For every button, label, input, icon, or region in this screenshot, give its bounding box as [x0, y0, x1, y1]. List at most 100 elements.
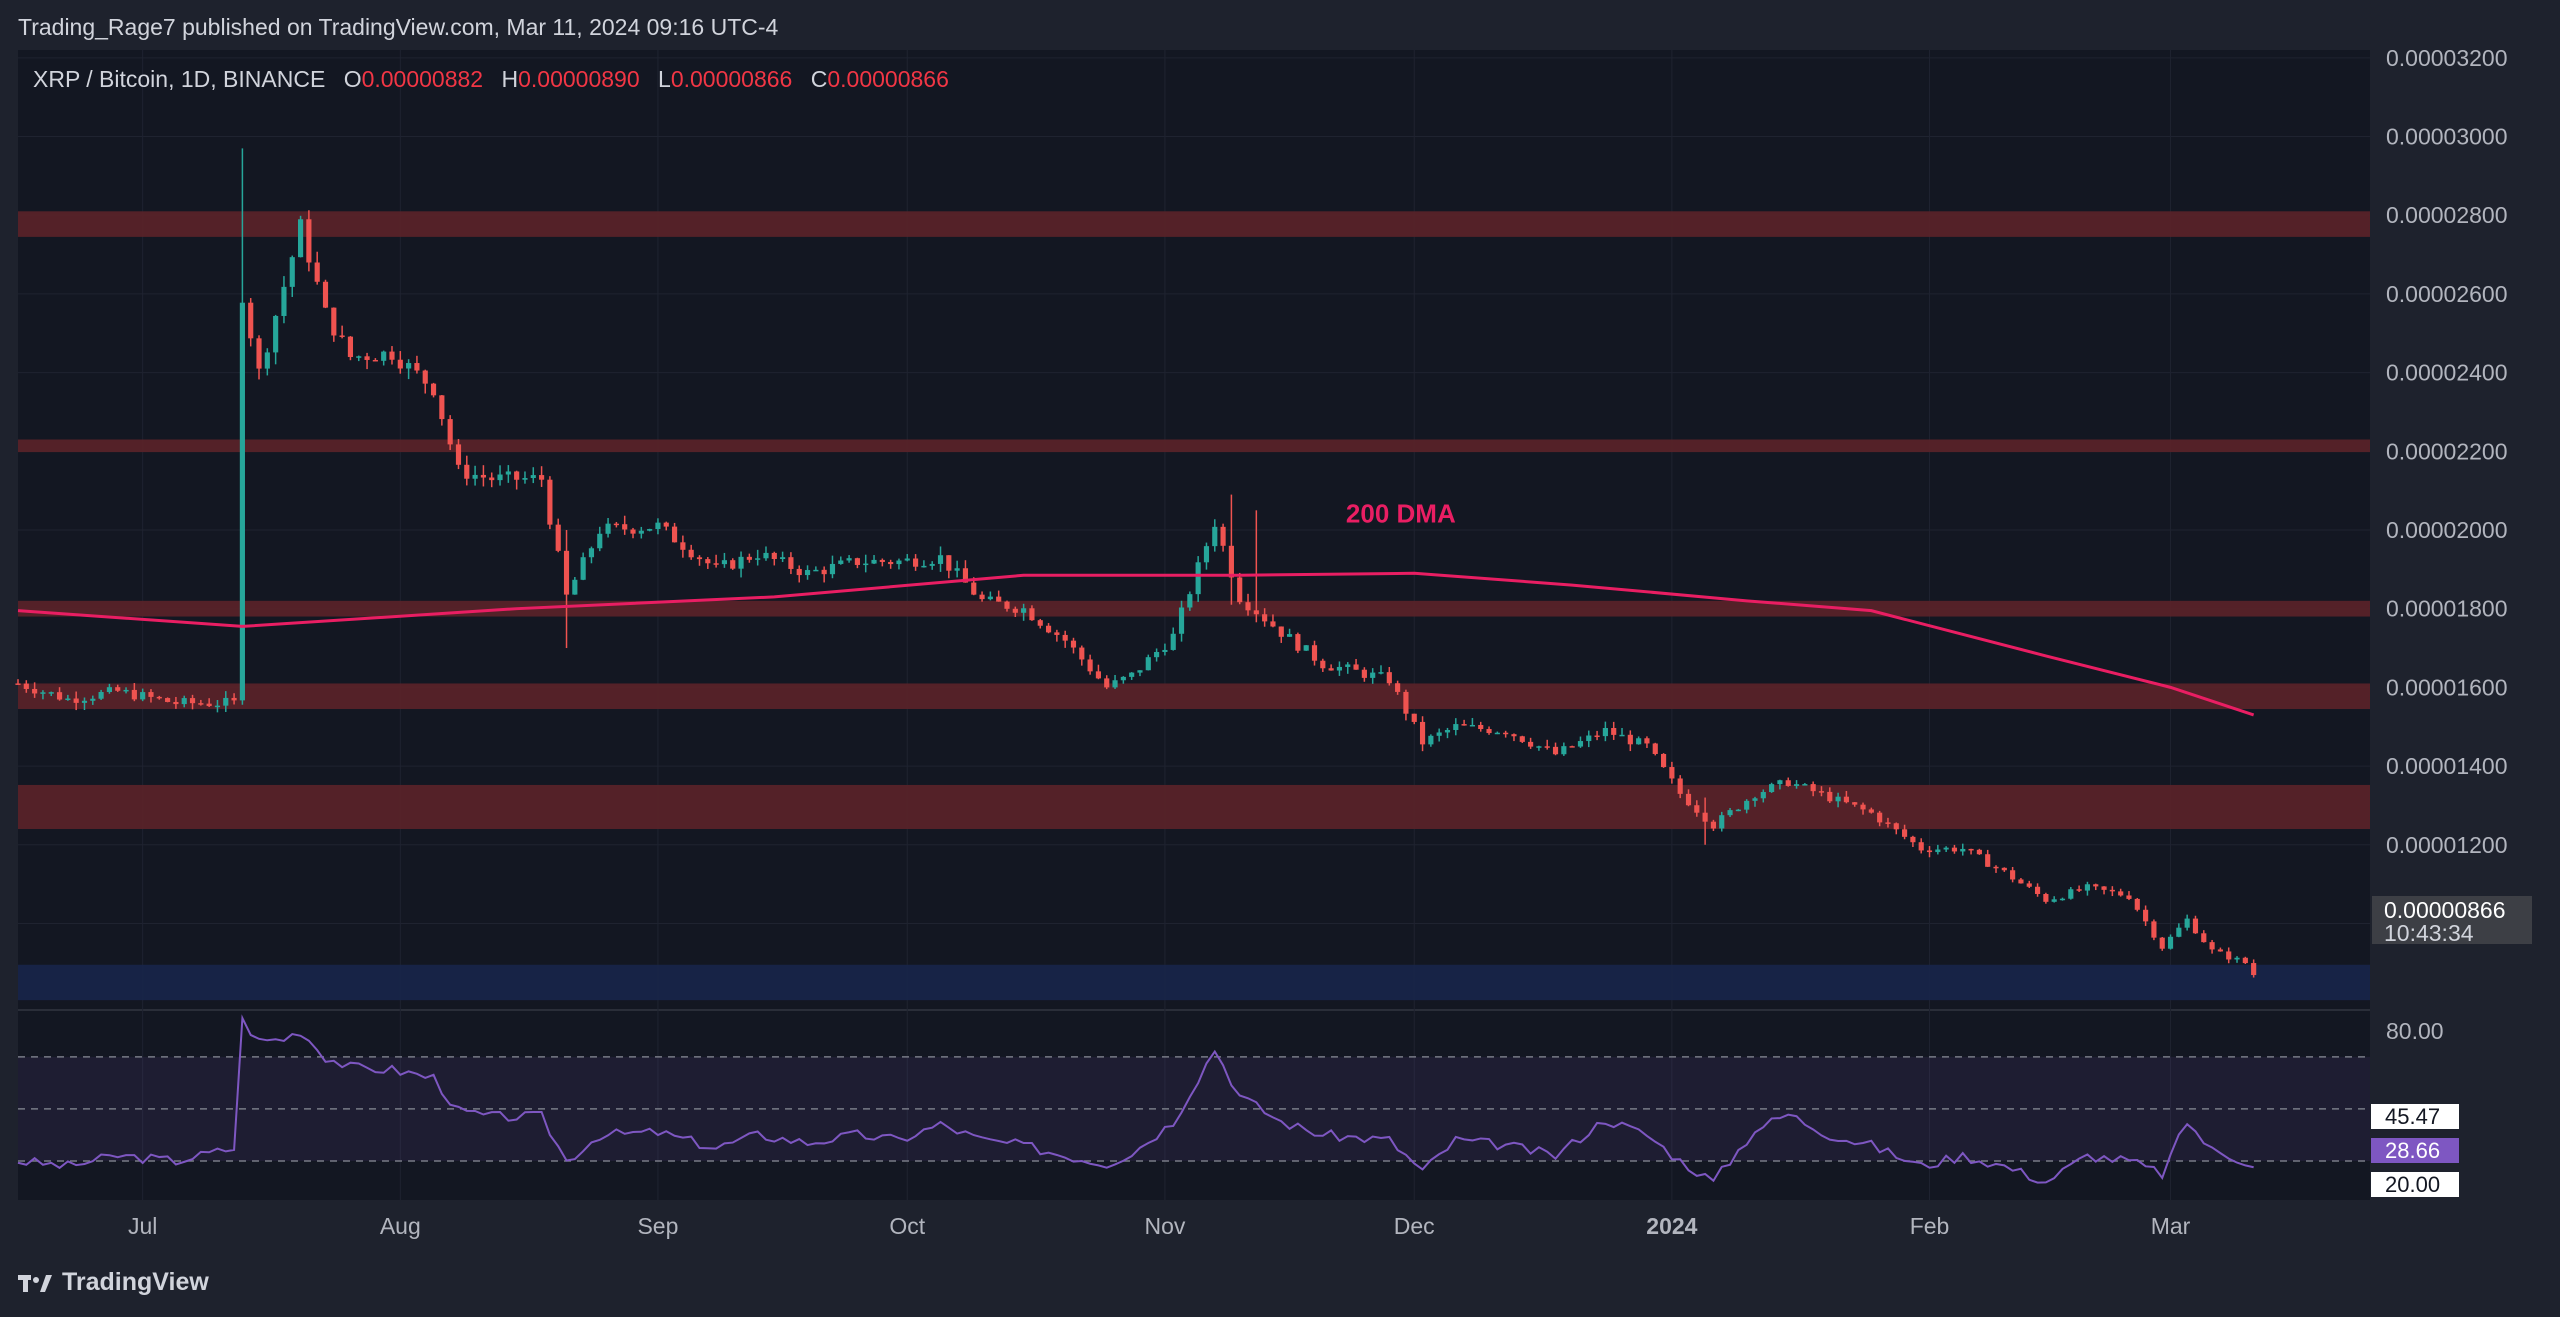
- candle-body: [1827, 791, 1833, 802]
- candle-body: [1187, 594, 1193, 608]
- rsi-pane[interactable]: [18, 1010, 2370, 1200]
- candle-body: [962, 568, 969, 583]
- candle-body: [1021, 608, 1027, 613]
- candle-body: [647, 529, 653, 531]
- candle-body: [1760, 792, 1766, 799]
- candle-body: [430, 383, 437, 396]
- candle-body: [23, 683, 29, 689]
- candle-body: [721, 560, 728, 565]
- candle-body: [1926, 850, 1933, 853]
- rsi-axis-label: 80.00: [2386, 1018, 2444, 1044]
- time-axis-label: Sep: [637, 1213, 678, 1239]
- candle-body: [397, 359, 403, 369]
- candle-body: [231, 697, 237, 701]
- candle-body: [605, 523, 611, 534]
- time-axis-label: Jul: [128, 1213, 157, 1239]
- candle-body: [1985, 854, 1991, 867]
- price-axis-label: 0.00002800: [2386, 202, 2508, 228]
- candle-body: [1677, 778, 1683, 794]
- candle-body: [156, 696, 162, 699]
- time-axis-label: Aug: [380, 1213, 421, 1239]
- candle-body: [239, 302, 245, 701]
- candle-body: [356, 356, 362, 358]
- candle-body: [1444, 730, 1451, 733]
- candle-body: [1419, 721, 1426, 745]
- candle-body: [1295, 634, 1301, 651]
- candle-body: [1012, 608, 1018, 613]
- price-axis-label: 0.00001400: [2386, 753, 2508, 779]
- candle-body: [223, 697, 229, 706]
- time-axis-label: Feb: [1910, 1213, 1950, 1239]
- candle-body: [65, 698, 71, 701]
- candle-body: [846, 558, 852, 561]
- candle-body: [256, 338, 262, 369]
- rsi-tag-second: 28.66: [2371, 1138, 2459, 1163]
- high-label: H: [501, 66, 519, 92]
- close-value: 0.00000866: [827, 66, 949, 92]
- candle-body: [422, 370, 428, 384]
- candle-body: [331, 307, 337, 336]
- candle-body: [1627, 734, 1633, 745]
- candle-body: [2184, 918, 2190, 928]
- candle-body: [1752, 798, 1758, 801]
- resistance-zone: [18, 600, 2370, 617]
- candle-body: [489, 477, 495, 481]
- high-value: 0.00000890: [518, 66, 640, 92]
- candle-body: [2026, 883, 2032, 887]
- candle-body: [1943, 847, 1949, 850]
- candle-body: [472, 474, 478, 479]
- candle-body: [497, 474, 503, 481]
- candle-body: [1378, 672, 1384, 674]
- price-axis-label: 0.00002600: [2386, 281, 2508, 307]
- candle-body: [2059, 898, 2066, 901]
- time-axis-label: Nov: [1144, 1213, 1185, 1239]
- candle-body: [1660, 753, 1667, 768]
- candle-body: [1503, 732, 1509, 735]
- candle-body: [1353, 664, 1359, 670]
- candle-body: [622, 524, 628, 530]
- candle-body: [1154, 652, 1160, 658]
- candle-body: [638, 530, 644, 534]
- candle-body: [2209, 942, 2215, 950]
- resistance-zone: [18, 683, 2370, 710]
- tradingview-logo[interactable]: TradingView: [18, 1268, 209, 1297]
- candle-body: [73, 698, 79, 703]
- candle-body: [547, 479, 553, 525]
- candle-body: [2118, 891, 2124, 896]
- candle-body: [1744, 800, 1750, 810]
- rsi-tag-third: 20.00: [2371, 1172, 2459, 1197]
- chart-area[interactable]: 0.00003200 0.00003000 0.00002800 0.00002600…: [0, 50, 2560, 1250]
- candle-body: [1220, 526, 1226, 546]
- candle-body: [1336, 666, 1343, 671]
- candle-body: [480, 474, 486, 478]
- candle-body: [871, 559, 877, 564]
- candle-body: [2134, 898, 2140, 910]
- candle-body: [1112, 680, 1118, 688]
- candle-body: [1619, 734, 1625, 737]
- candle-body: [15, 683, 21, 685]
- candle-body: [1902, 829, 1908, 837]
- candle-body: [563, 550, 570, 595]
- price-axis-label: 0.00001800: [2386, 596, 2508, 622]
- candle-body: [1993, 866, 1999, 869]
- candle-body: [1910, 836, 1916, 843]
- chart-svg[interactable]: 0.00003200 0.00003000 0.00002800 0.00002600…: [0, 50, 2560, 1250]
- candle-body: [1253, 610, 1259, 615]
- candle-body: [1079, 647, 1085, 660]
- time-axis-label: Dec: [1394, 1213, 1435, 1239]
- candle-body: [1494, 732, 1500, 735]
- candle-body: [597, 533, 603, 549]
- candle-body: [1577, 741, 1584, 747]
- candle-body: [804, 570, 811, 576]
- open-label: O: [343, 66, 362, 92]
- candle-body: [788, 557, 794, 569]
- candle-body: [1885, 822, 1891, 824]
- candle-body: [1386, 672, 1392, 684]
- candle-body: [1245, 602, 1251, 611]
- candle-body: [572, 579, 578, 595]
- resistance-zone: [18, 439, 2370, 453]
- candle-body: [946, 555, 952, 571]
- candle-body: [1403, 691, 1409, 714]
- candle-body: [1769, 784, 1775, 793]
- candle-body: [339, 335, 345, 337]
